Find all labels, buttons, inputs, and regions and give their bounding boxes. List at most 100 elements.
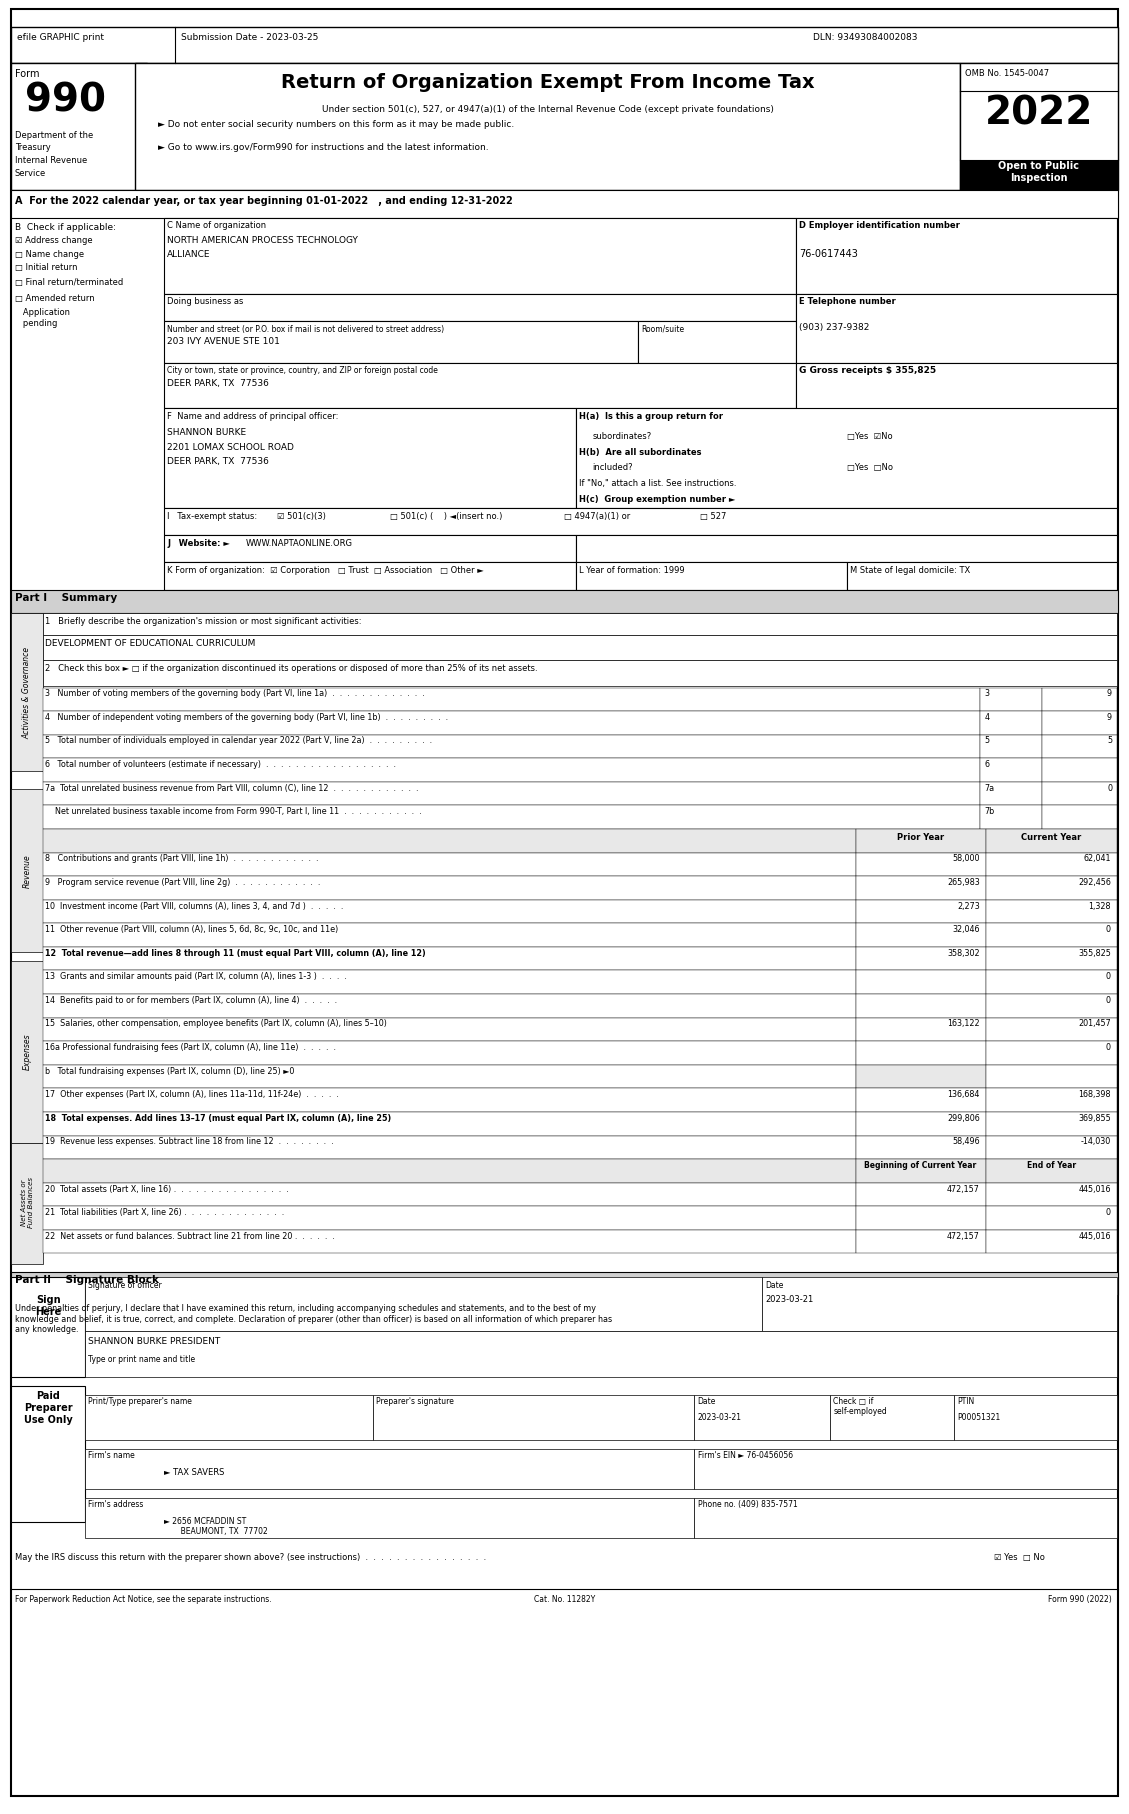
Text: 0: 0 — [1106, 925, 1111, 934]
Text: (903) 237-9382: (903) 237-9382 — [799, 323, 869, 332]
Bar — [638, 321, 796, 363]
Bar — [986, 1112, 1117, 1136]
Text: DEVELOPMENT OF EDUCATIONAL CURRICULUM: DEVELOPMENT OF EDUCATIONAL CURRICULUM — [45, 639, 255, 648]
Bar — [986, 947, 1117, 970]
Text: Cat. No. 11282Y: Cat. No. 11282Y — [534, 1595, 595, 1604]
Text: b   Total fundraising expenses (Part IX, column (D), line 25) ►0: b Total fundraising expenses (Part IX, c… — [45, 1067, 295, 1076]
Text: DEER PARK, TX  77536: DEER PARK, TX 77536 — [167, 379, 269, 388]
Text: Part II    Signature Block: Part II Signature Block — [15, 1275, 159, 1286]
Text: D Employer identification number: D Employer identification number — [799, 221, 960, 230]
Text: Part I    Summary: Part I Summary — [15, 593, 117, 604]
Bar — [43, 1018, 856, 1041]
Text: B  Check if applicable:: B Check if applicable: — [15, 223, 115, 232]
Text: Form 990 (2022): Form 990 (2022) — [1049, 1595, 1112, 1604]
Text: Prior Year: Prior Year — [896, 833, 944, 842]
Bar — [43, 994, 856, 1018]
Text: □ 527: □ 527 — [700, 512, 726, 521]
Bar — [576, 562, 847, 590]
Text: SHANNON BURKE: SHANNON BURKE — [167, 428, 246, 437]
Bar — [43, 1159, 856, 1183]
Text: 7a: 7a — [984, 784, 995, 793]
Bar — [980, 688, 1042, 711]
Text: PTIN: PTIN — [957, 1397, 974, 1406]
Bar — [1042, 805, 1117, 829]
Bar — [694, 1395, 830, 1440]
Text: 32,046: 32,046 — [953, 925, 980, 934]
Text: 5: 5 — [984, 736, 990, 746]
Text: 12  Total revenue—add lines 8 through 11 (must equal Part VIII, column (A), line: 12 Total revenue—add lines 8 through 11 … — [45, 949, 426, 958]
Bar — [986, 1159, 1117, 1183]
Bar — [856, 1018, 986, 1041]
Text: P00051321: P00051321 — [957, 1413, 1000, 1422]
Text: Date: Date — [698, 1397, 716, 1406]
Text: 445,016: 445,016 — [1078, 1232, 1111, 1241]
Bar — [43, 660, 1117, 686]
Text: F  Name and address of principal officer:: F Name and address of principal officer: — [167, 412, 339, 421]
Bar — [856, 1065, 986, 1088]
Text: 20  Total assets (Part X, line 16) .  .  .  .  .  .  .  .  .  .  .  .  .  .  .  : 20 Total assets (Part X, line 16) . . . … — [45, 1185, 289, 1194]
Bar — [694, 1449, 1117, 1489]
Text: 18  Total expenses. Add lines 13–17 (must equal Part IX, column (A), line 25): 18 Total expenses. Add lines 13–17 (must… — [45, 1114, 392, 1123]
Bar — [847, 562, 1117, 590]
Text: 990: 990 — [25, 82, 106, 120]
Bar — [856, 1159, 986, 1183]
Text: Submission Date - 2023-03-25: Submission Date - 2023-03-25 — [181, 33, 318, 42]
Text: 472,157: 472,157 — [947, 1232, 980, 1241]
Bar — [986, 970, 1117, 994]
Bar — [164, 508, 1117, 535]
Text: 8   Contributions and grants (Part VIII, line 1h)  .  .  .  .  .  .  .  .  .  . : 8 Contributions and grants (Part VIII, l… — [45, 854, 318, 863]
Text: □ Amended return: □ Amended return — [15, 294, 95, 303]
Bar — [986, 1206, 1117, 1230]
Text: Number and street (or P.O. box if mail is not delivered to street address): Number and street (or P.O. box if mail i… — [167, 325, 444, 334]
Bar — [11, 190, 1118, 218]
Text: □ Name change: □ Name change — [15, 250, 84, 259]
Bar — [856, 1206, 986, 1230]
Text: ☑ 501(c)(3): ☑ 501(c)(3) — [277, 512, 325, 521]
Text: ► 2656 MCFADDIN ST
       BEAUMONT, TX  77702: ► 2656 MCFADDIN ST BEAUMONT, TX 77702 — [164, 1517, 268, 1536]
Text: Signature of officer: Signature of officer — [88, 1281, 161, 1290]
Text: 17  Other expenses (Part IX, column (A), lines 11a-11d, 11f-24e)  .  .  .  .  .: 17 Other expenses (Part IX, column (A), … — [45, 1090, 339, 1099]
Text: 0: 0 — [1106, 996, 1111, 1005]
Text: □Yes  ☑No: □Yes ☑No — [847, 432, 892, 441]
Bar — [796, 294, 1117, 363]
Bar — [856, 970, 986, 994]
Bar — [856, 994, 986, 1018]
Text: efile GRAPHIC print: efile GRAPHIC print — [17, 33, 104, 42]
Bar — [856, 1112, 986, 1136]
Text: C Name of organization: C Name of organization — [167, 221, 266, 230]
Text: 3   Number of voting members of the governing body (Part VI, line 1a)  .  .  .  : 3 Number of voting members of the govern… — [45, 689, 425, 698]
Bar — [1042, 688, 1117, 711]
Bar — [856, 947, 986, 970]
Bar — [43, 635, 1117, 660]
Text: 4: 4 — [984, 713, 989, 722]
Text: 62,041: 62,041 — [1084, 854, 1111, 863]
Bar — [11, 1143, 43, 1264]
Bar — [856, 829, 986, 853]
Text: If "No," attach a list. See instructions.: If "No," attach a list. See instructions… — [579, 479, 737, 488]
Bar — [85, 1449, 694, 1489]
Bar — [796, 218, 1117, 294]
Text: WWW.NAPTAONLINE.ORG: WWW.NAPTAONLINE.ORG — [246, 539, 353, 548]
Bar — [43, 1230, 856, 1253]
Text: H(c)  Group exemption number ►: H(c) Group exemption number ► — [579, 495, 736, 504]
Text: ALLIANCE: ALLIANCE — [167, 250, 211, 259]
Bar — [986, 1230, 1117, 1253]
Bar — [856, 900, 986, 923]
Bar — [11, 1272, 1118, 1295]
Bar — [986, 853, 1117, 876]
Bar — [43, 1206, 856, 1230]
Bar — [986, 1136, 1117, 1159]
Bar — [11, 590, 1118, 613]
Bar — [11, 63, 147, 190]
Text: □ Initial return: □ Initial return — [15, 263, 77, 272]
Text: Sign
Here: Sign Here — [35, 1295, 62, 1317]
Bar — [43, 829, 856, 853]
Text: □ 4947(a)(1) or: □ 4947(a)(1) or — [564, 512, 631, 521]
Text: 5: 5 — [1106, 736, 1112, 746]
Bar — [11, 1277, 85, 1377]
Bar — [986, 1041, 1117, 1065]
Bar — [164, 321, 638, 363]
Bar — [856, 876, 986, 900]
Text: 4   Number of independent voting members of the governing body (Part VI, line 1b: 4 Number of independent voting members o… — [45, 713, 448, 722]
Text: 1,328: 1,328 — [1088, 902, 1111, 911]
